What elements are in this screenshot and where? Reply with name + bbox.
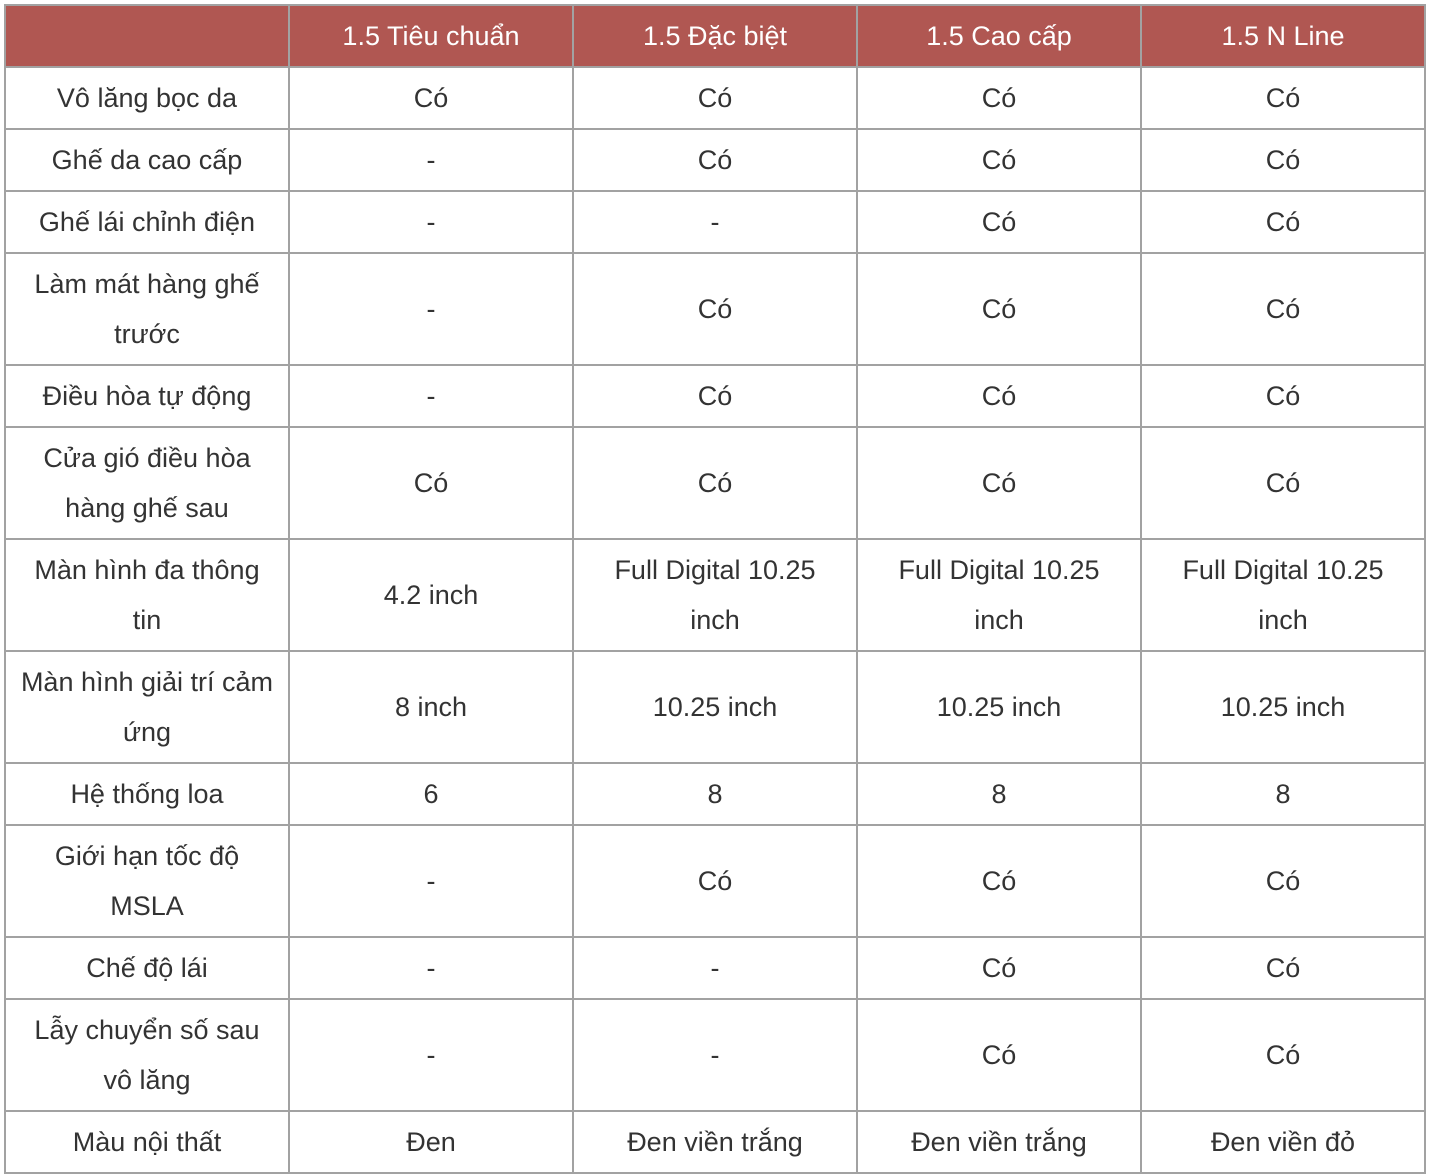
feature-value-cell: 8 inch	[288, 650, 574, 764]
feature-value-cell: Có	[856, 936, 1142, 1000]
feature-value-cell: -	[572, 998, 858, 1112]
feature-value-cell: Full Digital 10.25 inch	[572, 538, 858, 652]
feature-value-cell: Có	[1140, 66, 1426, 130]
feature-value-cell: Có	[288, 426, 574, 540]
table-row: Chế độ lái - - Có Có	[4, 936, 1426, 1000]
feature-value-cell: Full Digital 10.25 inch	[1140, 538, 1426, 652]
feature-value-cell: Có	[856, 998, 1142, 1112]
feature-name-cell: Làm mát hàng ghế trước	[4, 252, 290, 366]
table-row: Ghế lái chỉnh điện - - Có Có	[4, 190, 1426, 254]
table-row: Màn hình đa thông tin 4.2 inch Full Digita…	[4, 538, 1426, 652]
feature-value-cell: Đen viền trắng	[856, 1110, 1142, 1174]
feature-value-cell: Full Digital 10.25 inch	[856, 538, 1142, 652]
feature-name-cell: Lẫy chuyển số sau vô lăng	[4, 998, 290, 1112]
feature-value-cell: 4.2 inch	[288, 538, 574, 652]
feature-value-cell: Có	[1140, 252, 1426, 366]
feature-value-cell: Có	[856, 66, 1142, 130]
feature-value-cell: Có	[856, 824, 1142, 938]
feature-value-cell: Có	[1140, 128, 1426, 192]
table-row: Màn hình giải trí cảm ứng 8 inch 10.25 inc…	[4, 650, 1426, 764]
feature-name-cell: Chế độ lái	[4, 936, 290, 1000]
feature-value-cell: -	[288, 936, 574, 1000]
feature-value-cell: -	[288, 190, 574, 254]
table-row: Điều hòa tự động - Có Có Có	[4, 364, 1426, 428]
feature-name-cell: Màu nội thất	[4, 1110, 290, 1174]
feature-value-cell: Có	[572, 128, 858, 192]
header-cell-variant: 1.5 Đặc biệt	[572, 4, 858, 68]
feature-value-cell: Có	[856, 128, 1142, 192]
feature-value-cell: Có	[1140, 364, 1426, 428]
feature-name-cell: Màn hình giải trí cảm ứng	[4, 650, 290, 764]
feature-value-cell: 10.25 inch	[1140, 650, 1426, 764]
feature-value-cell: -	[288, 128, 574, 192]
header-cell-variant: 1.5 Cao cấp	[856, 4, 1142, 68]
feature-value-cell: Có	[1140, 426, 1426, 540]
feature-value-cell: Có	[572, 252, 858, 366]
feature-name-cell: Ghế da cao cấp	[4, 128, 290, 192]
table-row: Lẫy chuyển số sau vô lăng - - Có Có	[4, 998, 1426, 1112]
feature-value-cell: Có	[572, 364, 858, 428]
feature-name-cell: Giới hạn tốc độ MSLA	[4, 824, 290, 938]
table-row: Cửa gió điều hòa hàng ghế sau Có Có Có Có	[4, 426, 1426, 540]
header-cell-variant: 1.5 N Line	[1140, 4, 1426, 68]
table-row: Vô lăng bọc da Có Có Có Có	[4, 66, 1426, 130]
feature-value-cell: 8	[1140, 762, 1426, 826]
table-row: Ghế da cao cấp - Có Có Có	[4, 128, 1426, 192]
feature-value-cell: Có	[856, 364, 1142, 428]
feature-value-cell: 10.25 inch	[572, 650, 858, 764]
feature-value-cell: Có	[1140, 936, 1426, 1000]
feature-name-cell: Vô lăng bọc da	[4, 66, 290, 130]
feature-value-cell: Có	[856, 252, 1142, 366]
feature-value-cell: Có	[288, 66, 574, 130]
feature-value-cell: Đen viền trắng	[572, 1110, 858, 1174]
feature-value-cell: -	[288, 998, 574, 1112]
header-row: 1.5 Tiêu chuẩn 1.5 Đặc biệt 1.5 Cao cấp 1.5…	[4, 4, 1426, 68]
feature-value-cell: -	[288, 252, 574, 366]
feature-value-cell: 10.25 inch	[856, 650, 1142, 764]
table-row: Làm mát hàng ghế trước - Có Có Có	[4, 252, 1426, 366]
feature-value-cell: Có	[572, 66, 858, 130]
table-row: Màu nội thất Đen Đen viền trắng Đen viền tr…	[4, 1110, 1426, 1174]
feature-value-cell: Có	[856, 426, 1142, 540]
feature-value-cell: Có	[1140, 190, 1426, 254]
table-row: Giới hạn tốc độ MSLA - Có Có Có	[4, 824, 1426, 938]
feature-value-cell: Đen	[288, 1110, 574, 1174]
feature-value-cell: -	[572, 936, 858, 1000]
feature-name-cell: Màn hình đa thông tin	[4, 538, 290, 652]
feature-value-cell: 8	[572, 762, 858, 826]
feature-value-cell: Có	[856, 190, 1142, 254]
feature-value-cell: Có	[1140, 824, 1426, 938]
feature-value-cell: Có	[572, 824, 858, 938]
feature-value-cell: Có	[572, 426, 858, 540]
table-row: Hệ thống loa 6 8 8 8	[4, 762, 1426, 826]
feature-value-cell: 6	[288, 762, 574, 826]
feature-value-cell: Có	[1140, 998, 1426, 1112]
feature-value-cell: -	[288, 364, 574, 428]
feature-name-cell: Ghế lái chỉnh điện	[4, 190, 290, 254]
header-cell-empty	[4, 4, 290, 68]
feature-value-cell: 8	[856, 762, 1142, 826]
feature-value-cell: -	[288, 824, 574, 938]
feature-name-cell: Hệ thống loa	[4, 762, 290, 826]
feature-value-cell: Đen viền đỏ	[1140, 1110, 1426, 1174]
header-cell-variant: 1.5 Tiêu chuẩn	[288, 4, 574, 68]
feature-value-cell: -	[572, 190, 858, 254]
feature-name-cell: Điều hòa tự động	[4, 364, 290, 428]
spec-comparison-table: 1.5 Tiêu chuẩn 1.5 Đặc biệt 1.5 Cao cấp 1.5…	[4, 4, 1426, 1174]
feature-name-cell: Cửa gió điều hòa hàng ghế sau	[4, 426, 290, 540]
